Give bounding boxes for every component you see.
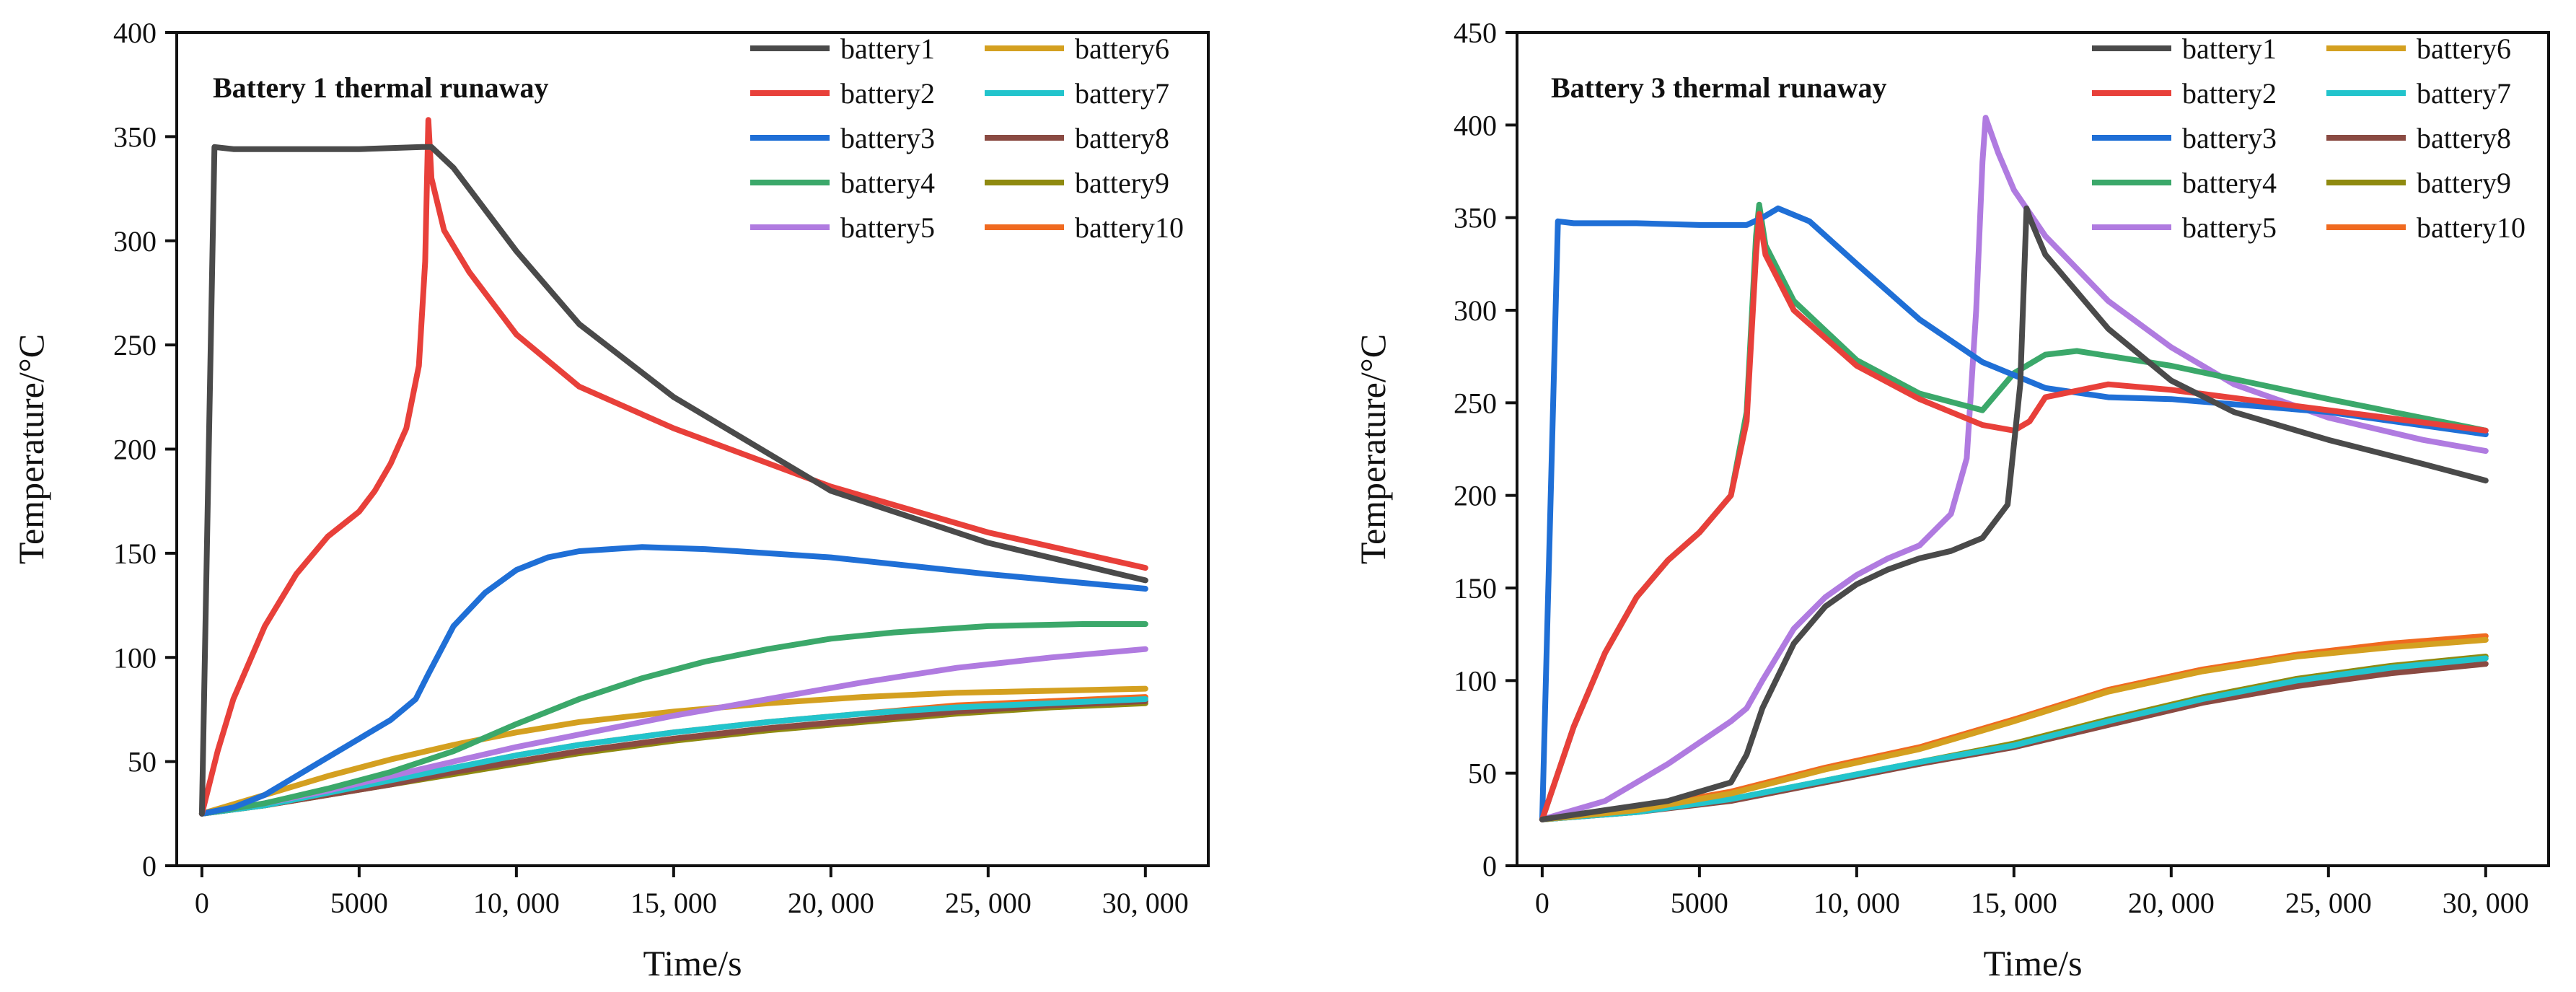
x-tick-label: 10, 000 — [473, 887, 560, 919]
x-tick-label: 15, 000 — [630, 887, 717, 919]
y-tick-label: 400 — [113, 17, 157, 49]
x-tick-label: 25, 000 — [945, 887, 1032, 919]
series-line-battery1 — [1539, 205, 2489, 822]
series-line-battery10 — [1539, 633, 2489, 822]
y-tick-label: 200 — [1454, 480, 1497, 512]
series-group — [1539, 115, 2489, 822]
y-tick-label: 400 — [1454, 109, 1497, 141]
series-line-battery6 — [1539, 636, 2489, 822]
x-tick-label: 20, 000 — [788, 887, 874, 919]
series-line-battery4 — [1539, 201, 2489, 822]
x-tick-label: 5000 — [1671, 887, 1728, 919]
series-line-battery2 — [198, 117, 1148, 817]
y-tick-label: 100 — [1454, 664, 1497, 697]
y-tick-label: 300 — [113, 225, 157, 258]
y-tick-label: 50 — [128, 746, 157, 778]
chart-2: 0 5000 10, 000 15, 000 20, 000 25, 000 30, 000… — [1353, 17, 2550, 983]
x-tick-label: 5000 — [330, 887, 388, 919]
legend-label-battery1: battery1 — [2182, 32, 2277, 65]
legend-label-battery3: battery3 — [2182, 122, 2277, 154]
y-tick-label: 300 — [1454, 294, 1497, 327]
y-tick-label: 250 — [113, 329, 157, 361]
legend-label-battery2: battery2 — [840, 77, 935, 110]
legend-label-battery10: battery10 — [2417, 211, 2526, 244]
y-tick-label: 150 — [1454, 572, 1497, 605]
chart-title: Battery 1 thermal runaway — [213, 71, 548, 104]
series-line-battery4 — [198, 621, 1148, 817]
x-tick-label: 0 — [1535, 887, 1549, 919]
legend-label-battery4: battery4 — [2182, 167, 2277, 199]
y-tick-label: 0 — [142, 850, 157, 882]
x-tick-label: 10, 000 — [1814, 887, 1900, 919]
y-tick-label: 200 — [113, 434, 157, 466]
plot-frame — [1516, 31, 2550, 867]
y-axis-title: Temperature/°C — [11, 334, 51, 564]
x-axis-title: Time/s — [643, 943, 742, 983]
y-tick-label: 450 — [1454, 17, 1497, 49]
legend-label-battery8: battery8 — [1075, 122, 1169, 154]
y-tick-label: 100 — [113, 641, 157, 674]
legend-label-battery5: battery5 — [840, 211, 935, 244]
y-tick-label: 0 — [1482, 850, 1497, 882]
legend-label-battery9: battery9 — [2417, 167, 2511, 199]
y-tick-label: 350 — [1454, 202, 1497, 234]
series-line-battery3 — [1539, 205, 2489, 822]
legend-label-battery8: battery8 — [2417, 122, 2511, 154]
series-line-battery9 — [198, 700, 1148, 817]
legend-label-battery4: battery4 — [840, 167, 935, 199]
legend-label-battery7: battery7 — [2417, 77, 2511, 110]
x-tick-label: 30, 000 — [2443, 887, 2529, 919]
x-tick-label: 20, 000 — [2128, 887, 2215, 919]
legend-label-battery10: battery10 — [1075, 211, 1184, 244]
legend-label-battery6: battery6 — [2417, 32, 2511, 65]
x-tick-label: 0 — [195, 887, 209, 919]
legend-label-battery6: battery6 — [1075, 32, 1169, 65]
y-tick-label: 150 — [113, 537, 157, 570]
y-tick-label: 350 — [113, 120, 157, 153]
legend-label-battery2: battery2 — [2182, 77, 2277, 110]
y-axis-title: Temperature/°C — [1353, 334, 1393, 564]
series-line-battery1 — [198, 144, 1148, 817]
y-tick-label: 250 — [1454, 387, 1497, 419]
legend: battery1 battery2 battery3 battery4 battery5… — [750, 32, 1184, 244]
chart-1: 0 5000 10, 000 15, 000 20, 000 25, 000 30, 000… — [11, 17, 1210, 983]
legend-label-battery3: battery3 — [840, 122, 935, 154]
legend-label-battery7: battery7 — [1075, 77, 1169, 110]
series-line-battery2 — [1539, 211, 2489, 822]
legend-label-battery9: battery9 — [1075, 167, 1169, 199]
series-line-battery5 — [1539, 115, 2489, 822]
legend-label-battery5: battery5 — [2182, 211, 2277, 244]
x-tick-label: 30, 000 — [1102, 887, 1189, 919]
series-line-battery6 — [198, 685, 1148, 817]
legend: battery1 battery2 battery3 battery4 battery5… — [2092, 32, 2526, 244]
chart-title: Battery 3 thermal runaway — [1551, 71, 1886, 104]
series-line-battery3 — [198, 544, 1148, 817]
x-tick-label: 25, 000 — [2285, 887, 2372, 919]
x-axis-title: Time/s — [1983, 943, 2082, 983]
x-tick-label: 15, 000 — [1971, 887, 2057, 919]
legend-label-battery1: battery1 — [840, 32, 935, 65]
series-group — [198, 117, 1148, 817]
y-tick-label: 50 — [1468, 758, 1497, 790]
series-line-battery7 — [1539, 655, 2489, 822]
